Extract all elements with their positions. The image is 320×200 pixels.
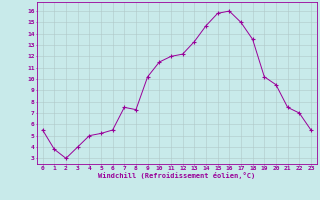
X-axis label: Windchill (Refroidissement éolien,°C): Windchill (Refroidissement éolien,°C) xyxy=(98,172,255,179)
